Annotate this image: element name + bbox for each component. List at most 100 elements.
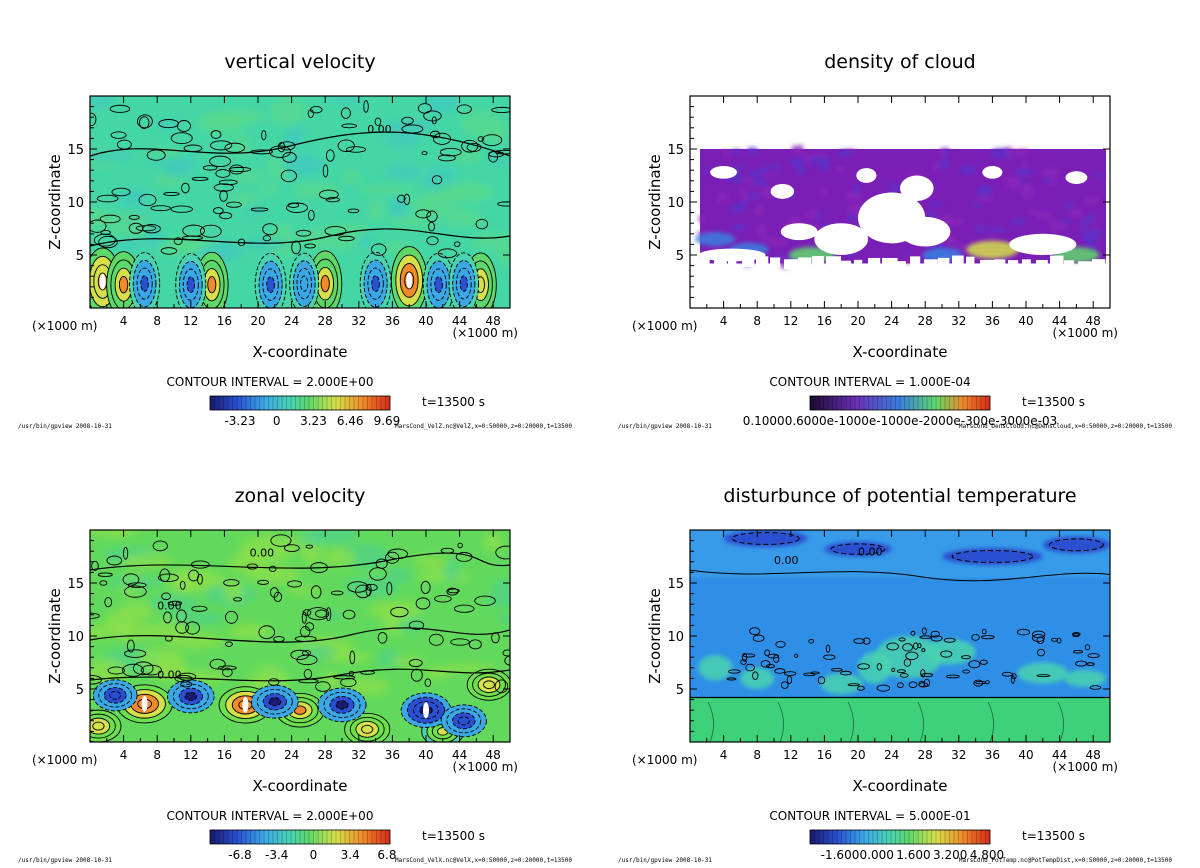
cloud-speckle: [834, 166, 848, 173]
contour-squiggle: [132, 661, 154, 676]
colorbar-tick-label: -6.8: [228, 848, 251, 862]
footer-left: /usr/bin/gpview 2008-10-31: [18, 857, 112, 864]
field-patch: [173, 670, 229, 683]
zero-contour: [90, 552, 510, 571]
contour-squiggle: [961, 655, 971, 660]
peak-core: [406, 272, 413, 289]
contour-squiggle: [491, 106, 510, 113]
field-patch: [497, 242, 510, 266]
contour-label: 0.00: [774, 554, 799, 567]
contour-squiggle: [825, 644, 831, 653]
cloud-speckle: [762, 164, 782, 170]
field-patch: [424, 96, 459, 115]
cloud-base-edge: [882, 257, 898, 268]
contour-squiggle: [142, 224, 161, 234]
contour-squiggle: [347, 208, 360, 214]
colorbar-tick-label: 0.10000.6000e-1000e-1000e-2000e-300e-300…: [743, 414, 1058, 428]
y-tick-label: 5: [76, 249, 84, 264]
y-tick-label: 15: [67, 577, 84, 592]
cloud-speckle: [1079, 220, 1091, 228]
contour-squiggle: [280, 169, 298, 183]
contour-squiggle: [258, 625, 276, 640]
time-label: t=13500 s: [422, 829, 485, 843]
chart-panel-4: disturbunce of potential temperature 0.00…: [618, 485, 1172, 864]
contour-squiggle: [136, 114, 153, 129]
time-label: t=13500 s: [1022, 829, 1085, 843]
cloud-speckle: [1040, 168, 1061, 178]
cloud-base-edge: [1036, 259, 1048, 270]
cloud-base-edge: [770, 257, 781, 268]
colorbar-tick-label: 1.600: [896, 848, 930, 862]
contour-squiggle: [340, 677, 357, 688]
contour-squiggle: [268, 565, 277, 572]
cloud-speckle: [745, 192, 760, 199]
x-tick-label: 12: [783, 748, 798, 762]
contour-squiggle: [432, 132, 452, 145]
field-patch: [383, 164, 421, 179]
cloud-speckle: [738, 164, 747, 169]
contour-interval: CONTOUR INTERVAL = 2.000E+00: [167, 809, 374, 823]
x-axis-label: X-coordinate: [853, 343, 948, 361]
contour-squiggle: [109, 104, 131, 113]
cloud-speckle: [1021, 161, 1029, 169]
contour-squiggle: [886, 642, 899, 651]
contour-squiggle: [862, 637, 871, 645]
cloud-base-edge: [854, 259, 863, 270]
contour-squiggle: [219, 212, 233, 220]
x-tick-label: 24: [884, 748, 899, 762]
contour-squiggle: [979, 659, 988, 665]
contour-squiggle: [774, 668, 786, 674]
field-patch: [490, 578, 510, 605]
cloud-gap: [770, 183, 795, 199]
contour-squiggle: [91, 560, 99, 571]
contour-squiggle: [1031, 630, 1046, 639]
contour-squiggle: [420, 580, 431, 594]
x-unit-label-right: (×1000 m): [453, 326, 518, 340]
cloud-speckle: [816, 211, 823, 221]
field-patch: [108, 227, 152, 237]
positive-cell: [92, 721, 105, 731]
contour-squiggle: [930, 630, 940, 638]
contour-squiggle: [794, 653, 799, 658]
contour-squiggle: [202, 165, 218, 171]
contour-squiggle: [494, 679, 509, 694]
cloud-speckle: [928, 201, 943, 207]
contour-squiggle: [474, 595, 496, 606]
contour-squiggle: [99, 580, 108, 586]
cloud-base-edge: [1078, 261, 1094, 272]
x-tick-label: 16: [217, 748, 232, 762]
contour-squiggle: [981, 635, 995, 640]
contour-squiggle: [780, 681, 789, 689]
x-unit-label-left: (×1000 m): [32, 319, 97, 333]
contour-squiggle: [760, 660, 771, 668]
x-unit-label-left: (×1000 m): [32, 753, 97, 767]
contour-squiggle: [752, 671, 759, 680]
field-patch: [469, 232, 510, 250]
field-patch: [415, 570, 471, 583]
x-tick-label: 20: [250, 314, 265, 328]
contour-squiggle: [876, 663, 882, 671]
zero-contour: [90, 228, 510, 247]
cold-contour: [1049, 538, 1104, 552]
contour-squiggle: [903, 658, 912, 667]
contour-squiggle: [93, 233, 116, 247]
x-tick-label: 4: [120, 314, 128, 328]
x-tick-label: 32: [951, 314, 966, 328]
colorbar-tick-label: 6.8: [377, 848, 396, 862]
contour-squiggle: [146, 149, 166, 161]
warm-anomaly: [1063, 669, 1106, 687]
cloud-speckle: [808, 155, 828, 165]
cloud-gap: [814, 223, 869, 256]
contour-squiggle: [775, 640, 786, 648]
contour-interval: CONTOUR INTERVAL = 5.000E-01: [769, 809, 970, 823]
cloud-speckle: [698, 214, 706, 223]
cloud-speckle: [904, 250, 912, 256]
colorbar-tick-label: -3.4: [265, 848, 288, 862]
cloud-speckle: [746, 146, 759, 155]
cloud-gap: [856, 168, 877, 183]
contour-squiggle: [224, 641, 233, 647]
field-patch: [113, 239, 144, 250]
contour-squiggle: [163, 191, 180, 196]
x-tick-label: 44: [452, 314, 467, 328]
